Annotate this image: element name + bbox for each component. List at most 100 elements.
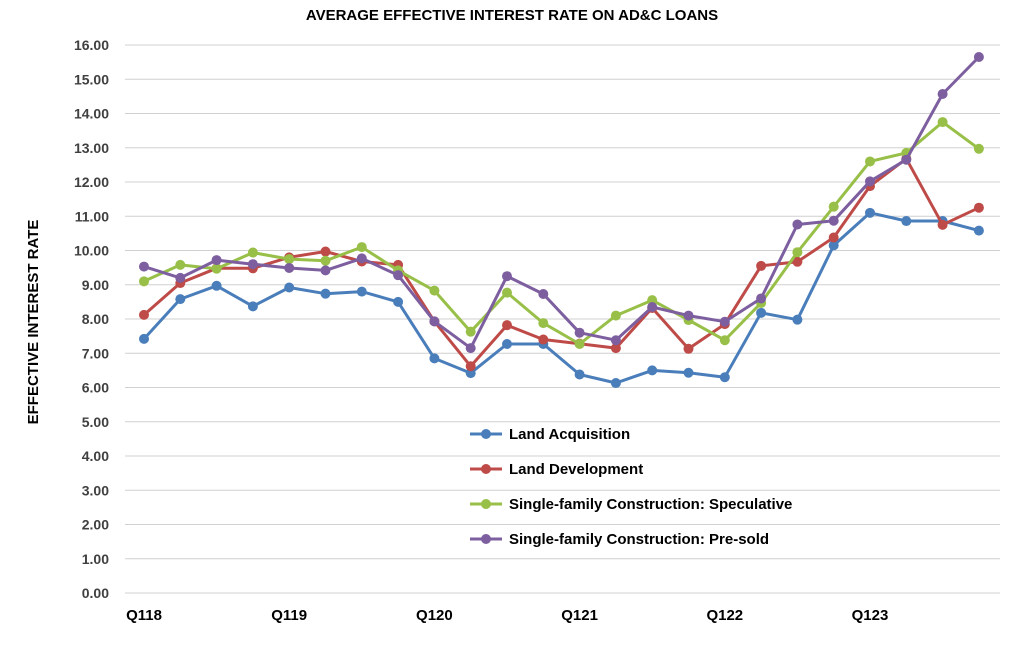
data-point — [719, 372, 730, 383]
legend-label: Single-family Construction: Pre-sold — [509, 531, 769, 548]
data-point — [647, 365, 658, 376]
data-point — [828, 240, 839, 251]
data-point — [429, 285, 440, 296]
data-point — [647, 295, 658, 306]
data-point — [865, 156, 875, 167]
y-tick-label: 2.00 — [82, 517, 109, 533]
legend-swatch-marker — [481, 429, 491, 439]
data-point — [610, 310, 621, 321]
data-point — [429, 316, 440, 327]
legend-label: Land Development — [509, 461, 643, 478]
data-point — [320, 246, 331, 257]
legend-swatch-marker — [481, 534, 491, 544]
data-point — [937, 219, 948, 230]
data-point — [356, 286, 367, 297]
data-point — [719, 335, 730, 346]
data-point — [284, 282, 295, 293]
data-point — [828, 232, 839, 243]
y-tick-label: 5.00 — [82, 414, 109, 430]
data-point — [683, 343, 694, 354]
data-point — [973, 202, 984, 213]
data-point — [284, 262, 295, 273]
x-tick-label: Q123 — [852, 607, 889, 624]
data-point — [538, 318, 549, 329]
data-point — [175, 259, 186, 270]
y-tick-label: 1.00 — [82, 551, 109, 567]
data-point — [792, 256, 803, 267]
data-point — [792, 219, 803, 230]
data-point — [356, 253, 367, 264]
data-point — [937, 88, 948, 99]
data-point — [538, 288, 549, 299]
y-axis-label: EFFECTIVE INTEREST RATE — [25, 220, 42, 425]
legend-label: Single-family Construction: Speculative — [509, 496, 792, 513]
data-point — [465, 361, 476, 372]
data-point — [574, 339, 585, 350]
series-land-acquisition — [139, 207, 984, 389]
data-point — [429, 353, 440, 364]
chart-title: AVERAGE EFFECTIVE INTEREST RATE ON AD&C … — [306, 7, 718, 24]
data-point — [792, 247, 803, 258]
data-point — [792, 314, 803, 325]
data-point — [465, 368, 476, 379]
y-tick-label: 8.00 — [82, 311, 109, 327]
data-point — [756, 307, 767, 318]
y-tick-label: 7.00 — [82, 345, 109, 361]
data-point — [247, 247, 258, 258]
y-tick-label: 12.00 — [74, 174, 109, 190]
y-ticks: 0.00 1.00 2.00 3.00 4.00 5.00 6.00 7.00 8.00 9.00… — [74, 37, 109, 601]
data-point — [683, 367, 694, 378]
data-point — [574, 327, 585, 338]
data-point — [284, 254, 295, 265]
legend: Land Acquisition Land Development Single-f… — [470, 426, 792, 548]
data-point — [973, 51, 984, 62]
data-point — [973, 143, 984, 154]
data-point — [865, 207, 875, 218]
y-tick-label: 16.00 — [74, 37, 109, 53]
data-point — [139, 276, 149, 287]
data-point — [683, 310, 694, 321]
x-tick-label: Q120 — [416, 607, 453, 624]
data-point — [610, 335, 621, 346]
legend-item: Single-family Construction: Pre-sold — [470, 531, 769, 548]
y-tick-label: 0.00 — [82, 585, 109, 601]
data-point — [502, 320, 512, 331]
data-point — [139, 309, 149, 320]
y-tick-label: 11.00 — [75, 208, 109, 224]
data-point — [538, 334, 549, 345]
data-point — [465, 326, 476, 337]
data-point — [610, 343, 621, 354]
data-point — [828, 201, 839, 212]
legend-swatch-marker — [481, 499, 491, 509]
y-tick-label: 14.00 — [74, 106, 109, 122]
y-tick-label: 13.00 — [74, 140, 109, 156]
data-point — [502, 339, 512, 350]
data-point — [320, 288, 331, 299]
data-point — [320, 255, 331, 266]
y-tick-label: 10.00 — [74, 243, 109, 259]
x-tick-label: Q121 — [561, 607, 598, 624]
legend-item: Land Acquisition — [470, 426, 630, 443]
data-point — [393, 270, 404, 281]
data-point — [647, 302, 658, 313]
series-line — [142, 211, 980, 385]
data-point — [574, 369, 585, 380]
data-point — [211, 255, 222, 266]
series-line — [143, 55, 980, 350]
x-tick-label: Q118 — [126, 607, 162, 624]
data-point — [865, 176, 875, 187]
data-point — [211, 263, 222, 274]
data-point — [465, 343, 476, 354]
data-point — [610, 378, 621, 389]
legend-item: Land Development — [470, 461, 643, 478]
series — [139, 51, 984, 389]
data-point — [937, 117, 948, 128]
series-line — [143, 120, 980, 346]
data-point — [901, 154, 912, 165]
data-point — [139, 333, 149, 344]
y-tick-label: 3.00 — [82, 482, 109, 498]
data-point — [320, 265, 331, 276]
data-point — [175, 294, 186, 305]
y-tick-label: 6.00 — [82, 380, 109, 396]
